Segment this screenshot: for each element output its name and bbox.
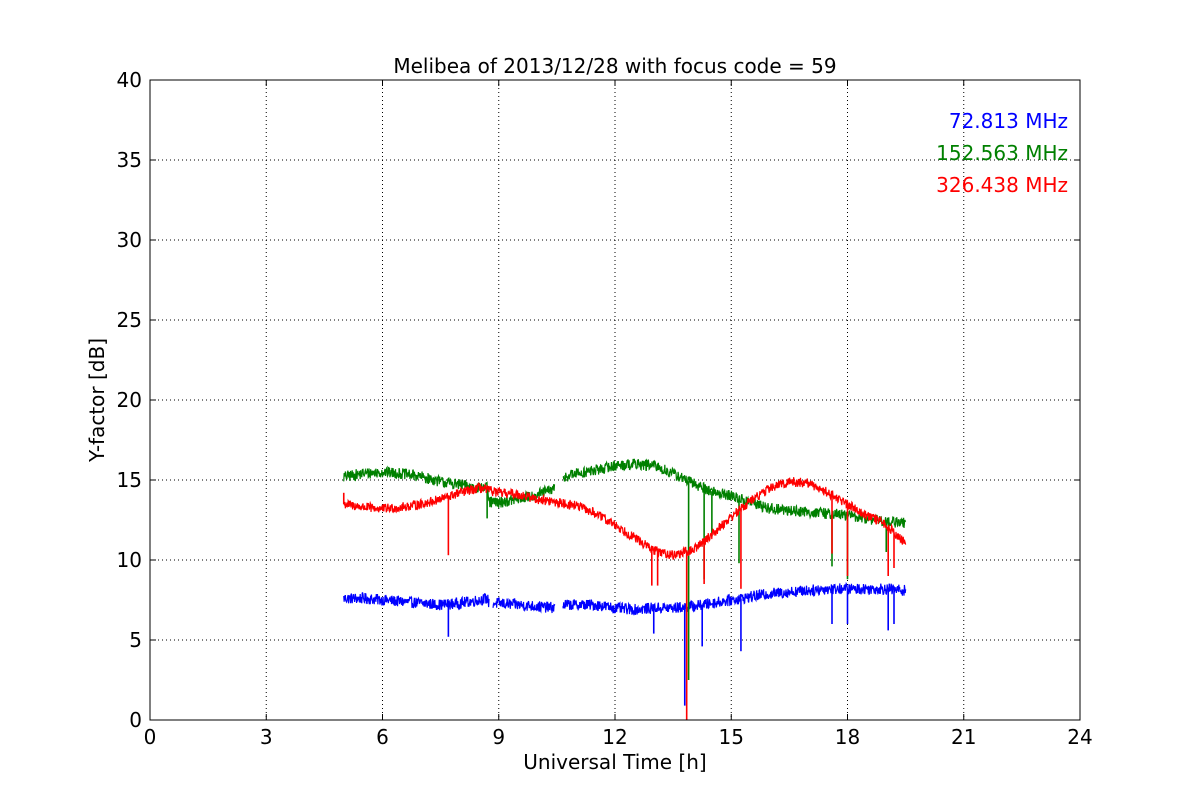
y-tick-label: 0 bbox=[129, 708, 142, 732]
y-axis-title: Y-factor [dB] bbox=[85, 338, 109, 463]
y-tick-label: 35 bbox=[117, 148, 142, 172]
x-axis-title: Universal Time [h] bbox=[523, 750, 706, 774]
legend-entry-326-438-mhz: 326.438 MHz bbox=[936, 173, 1068, 197]
x-tick-label: 15 bbox=[719, 725, 744, 749]
legend-entry-152-563-mhz: 152.563 MHz bbox=[936, 141, 1068, 165]
series-lines bbox=[342, 458, 907, 720]
y-tick-label: 20 bbox=[117, 388, 142, 412]
y-tick-label: 25 bbox=[117, 308, 142, 332]
series-line bbox=[343, 458, 907, 529]
x-tick-label: 18 bbox=[835, 725, 860, 749]
y-tick-label: 10 bbox=[117, 548, 142, 572]
series-326-438-mhz bbox=[342, 477, 907, 720]
legend: 72.813 MHz 152.563 MHz 326.438 MHz bbox=[936, 109, 1068, 197]
legend-entry-72-813-mhz: 72.813 MHz bbox=[949, 109, 1068, 133]
y-tick-label: 30 bbox=[117, 228, 142, 252]
x-tick-label: 3 bbox=[260, 725, 273, 749]
axis-ticks: 0 3 6 9 12 15 18 21 24 0 5 10 15 20 25 30 35 40 bbox=[117, 68, 1093, 749]
x-tick-label: 24 bbox=[1067, 725, 1092, 749]
series-152-563-mhz bbox=[343, 458, 907, 680]
x-tick-label: 9 bbox=[492, 725, 505, 749]
x-tick-label: 0 bbox=[144, 725, 157, 749]
x-tick-label: 6 bbox=[376, 725, 389, 749]
y-tick-label: 40 bbox=[117, 68, 142, 92]
chart-title: Melibea of 2013/12/28 with focus code = … bbox=[393, 54, 836, 78]
x-tick-label: 12 bbox=[602, 725, 627, 749]
series-line bbox=[343, 477, 907, 560]
series-72-813-mhz bbox=[343, 581, 907, 706]
y-tick-label: 5 bbox=[129, 628, 142, 652]
series-line bbox=[343, 581, 907, 616]
y-tick-label: 15 bbox=[117, 468, 142, 492]
grid-lines bbox=[150, 80, 1080, 720]
x-tick-label: 21 bbox=[951, 725, 976, 749]
